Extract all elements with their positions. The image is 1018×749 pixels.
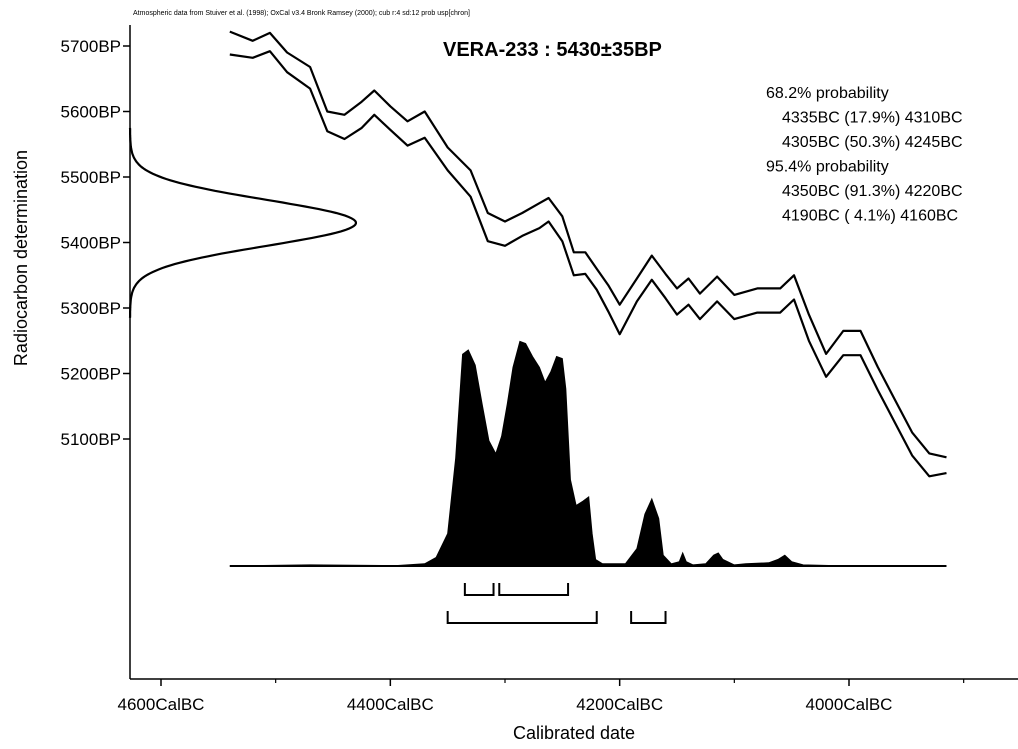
x-tick-label: 4200CalBC [576, 695, 663, 714]
probability-range-text: 4335BC (17.9%) 4310BC [782, 110, 963, 127]
range-bracket-1 [463, 583, 495, 596]
range-bracket-4 [630, 611, 667, 624]
x-tick-label: 4600CalBC [118, 695, 205, 714]
x-axis-title: Calibrated date [513, 723, 635, 743]
y-tick-label: 5300BP [61, 299, 122, 318]
calibration-curve-upper [229, 30, 947, 459]
y-ticks: 5700BP 5600BP 5500BP 5400BP 5300BP 5200BP 5100… [61, 37, 130, 449]
y-tick-label: 5200BP [61, 365, 122, 384]
probability-range-text: 4350BC (91.3%) 4220BC [782, 183, 963, 200]
y-tick-label: 5600BP [61, 103, 122, 122]
plot-area [128, 30, 947, 624]
y-axis-title: Radiocarbon determination [11, 150, 31, 366]
calibrated-distribution [229, 340, 947, 567]
y-tick-label: 5500BP [61, 168, 122, 187]
probability-range-text: 4305BC (50.3%) 4245BC [782, 134, 963, 151]
probability-level-label: 68.2% probability [766, 85, 889, 102]
x-ticks: 4600CalBC 4400CalBC 4200CalBC 4000CalBC [118, 679, 965, 714]
y-tick-label: 5700BP [61, 37, 122, 56]
probability-ranges: 68.2% probability 4335BC (17.9%) 4310BC 43… [766, 85, 963, 225]
calibration-curve-lower [229, 50, 947, 478]
probability-range-text: 4190BC ( 4.1%) 4160BC [782, 208, 958, 225]
range-bracket-2 [498, 583, 570, 596]
y-tick-label: 5100BP [61, 430, 122, 449]
source-note: Atmospheric data from Stuiver et al. (19… [133, 10, 470, 17]
measurement-distribution [128, 127, 357, 318]
range-bracket-3 [446, 611, 598, 624]
y-tick-label: 5400BP [61, 234, 122, 253]
x-tick-label: 4000CalBC [806, 695, 893, 714]
chart-title: VERA-233 : 5430±35BP [443, 39, 662, 61]
probability-level-label: 95.4% probability [766, 159, 889, 176]
x-tick-label: 4400CalBC [347, 695, 434, 714]
